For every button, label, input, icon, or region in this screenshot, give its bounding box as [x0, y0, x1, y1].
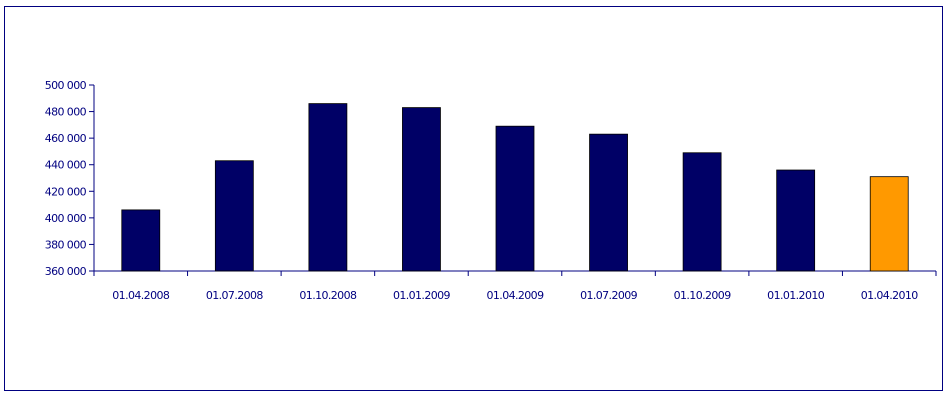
- bar-01.01.2009: [402, 107, 441, 272]
- x-tick-label: 01.04.2008: [112, 289, 170, 302]
- bar-01.10.2009: [682, 152, 722, 272]
- x-tick-label: 01.10.2009: [674, 289, 732, 302]
- x-tick-label: 01.10.2008: [299, 289, 357, 302]
- x-tick-label: 01.01.2009: [393, 289, 451, 302]
- x-tick-label: 01.01.2010: [767, 289, 825, 302]
- y-tick-label: 380 000: [45, 238, 87, 251]
- y-tick-label: 440 000: [45, 159, 87, 172]
- y-tick-label: 460 000: [45, 132, 87, 145]
- bar-01.04.2008: [121, 209, 161, 272]
- bar-01.07.2008: [214, 160, 254, 272]
- y-tick-label: 480 000: [45, 106, 87, 119]
- bars: [121, 103, 909, 272]
- y-tick-label: 360 000: [45, 265, 87, 278]
- x-tick-label: 01.07.2009: [580, 289, 638, 302]
- bar-01.07.2009: [589, 133, 628, 272]
- y-tick-label: 400 000: [45, 212, 87, 225]
- y-tick-label: 500 000: [45, 79, 87, 92]
- y-tick-label: 420 000: [45, 185, 87, 198]
- bar-01.04.2010: [869, 176, 909, 272]
- x-tick-label: 01.04.2010: [861, 289, 919, 302]
- bar-01.04.2009: [495, 125, 535, 272]
- x-tick-label: 01.07.2008: [206, 289, 264, 302]
- bar-01.10.2008: [308, 103, 348, 272]
- bar-01.01.2010: [776, 169, 816, 272]
- x-tick-label: 01.04.2009: [487, 289, 545, 302]
- y-axis: 360 000 380 000 400 000 420 000 440 000 460 0…: [45, 79, 95, 278]
- x-axis: 01.04.2008 01.07.2008 01.10.2008 01.01.2009…: [93, 270, 937, 302]
